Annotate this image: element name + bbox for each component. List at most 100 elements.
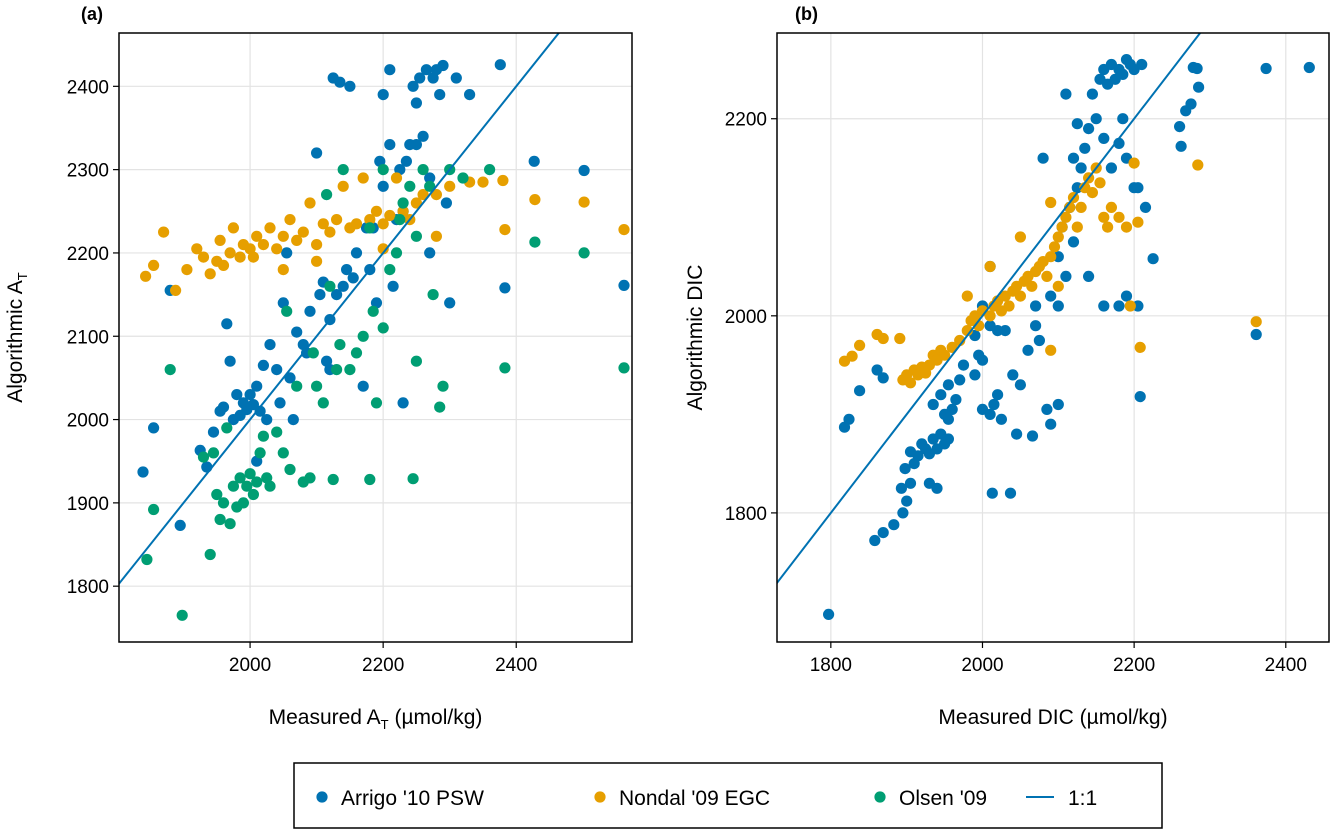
- data-point: [400, 155, 412, 167]
- data-point: [1250, 328, 1262, 341]
- data-point: [1007, 369, 1019, 381]
- data-point: [410, 355, 422, 367]
- data-point: [1026, 430, 1039, 442]
- data-point: [950, 394, 962, 406]
- data-point: [214, 234, 226, 246]
- data-point: [1086, 88, 1098, 100]
- x-tick-label: 2000: [961, 655, 1003, 676]
- data-point: [854, 339, 866, 351]
- data-point: [414, 72, 426, 84]
- data-point: [291, 234, 303, 246]
- data-point: [370, 297, 383, 309]
- data-point: [357, 380, 369, 392]
- legend-item-line: 1:1: [1026, 787, 1097, 810]
- data-point: [148, 422, 160, 434]
- data-point: [347, 272, 359, 284]
- data-point: [1011, 428, 1023, 440]
- data-point: [370, 397, 383, 409]
- data-point: [1004, 487, 1017, 499]
- y-tick-label: 2000: [725, 307, 767, 328]
- y-axis-label-subscript: T: [15, 272, 30, 280]
- data-point: [1067, 236, 1080, 248]
- data-point: [370, 205, 383, 217]
- data-point: [1120, 290, 1133, 302]
- data-point: [331, 214, 343, 226]
- data-point: [284, 214, 296, 226]
- data-point: [1193, 81, 1205, 93]
- data-point: [1052, 300, 1064, 312]
- data-point: [284, 372, 296, 384]
- data-point: [954, 374, 966, 386]
- data-point: [304, 472, 316, 484]
- data-point: [499, 282, 511, 294]
- data-point: [257, 239, 269, 251]
- data-point: [314, 289, 326, 301]
- data-point: [214, 513, 226, 526]
- data-point: [287, 414, 299, 426]
- legend-label: Olsen '09: [899, 787, 987, 810]
- data-point: [247, 488, 259, 501]
- data-point: [271, 364, 283, 376]
- data-point: [337, 164, 349, 176]
- data-point: [211, 488, 223, 501]
- data-point: [201, 461, 213, 473]
- series-nondal: [140, 172, 630, 296]
- data-point: [158, 226, 170, 238]
- x-axis-label-unit: (µmol/kg): [389, 706, 483, 729]
- data-point: [1191, 62, 1203, 75]
- data-point: [384, 139, 396, 151]
- data-point: [823, 608, 835, 621]
- data-point: [244, 468, 256, 480]
- data-point: [317, 397, 329, 409]
- panel-a: 2000 2200 2400 1800 1900 2000 2100 2200 2300 2400…: [4, 4, 633, 732]
- data-point: [264, 480, 276, 492]
- data-point: [961, 290, 973, 302]
- data-point: [417, 189, 429, 201]
- data-point: [424, 172, 436, 184]
- data-point: [271, 243, 283, 255]
- data-point: [1134, 341, 1146, 353]
- data-point: [939, 349, 951, 361]
- data-point: [221, 318, 233, 330]
- data-point: [410, 230, 422, 242]
- data-point: [237, 497, 249, 509]
- data-point: [935, 389, 947, 401]
- data-point: [311, 239, 323, 251]
- data-point: [334, 339, 346, 351]
- data-point: [337, 280, 349, 292]
- data-point: [1192, 159, 1204, 171]
- data-point: [327, 473, 339, 486]
- data-point: [1003, 300, 1015, 312]
- data-point: [984, 408, 996, 420]
- data-point: [1174, 121, 1186, 133]
- data-point: [174, 519, 186, 532]
- data-point: [1132, 216, 1144, 228]
- data-point: [331, 289, 343, 301]
- x-axis-label-main: Measured A: [269, 706, 381, 729]
- data-point: [357, 330, 369, 342]
- data-point: [264, 339, 276, 351]
- data-point: [984, 260, 996, 273]
- data-point: [1117, 113, 1129, 125]
- data-point: [1041, 270, 1053, 282]
- data-point: [1052, 280, 1064, 292]
- panel-label: (a): [81, 4, 103, 24]
- data-point: [1041, 403, 1053, 415]
- data-point: [247, 251, 259, 263]
- y-tick-label: 2100: [67, 327, 109, 348]
- data-point: [261, 414, 273, 426]
- data-point: [444, 297, 456, 309]
- data-point: [420, 64, 432, 76]
- legend-marker: [594, 791, 606, 803]
- data-point: [901, 495, 913, 507]
- data-point: [1105, 201, 1117, 213]
- data-point: [1014, 231, 1026, 243]
- data-point: [1075, 201, 1087, 213]
- data-point: [367, 305, 379, 317]
- data-point: [912, 450, 924, 462]
- data-point: [257, 359, 269, 371]
- y-tick-label: 1800: [67, 577, 109, 598]
- data-point: [1083, 270, 1095, 282]
- y-axis-label: Algorithmic AT: [4, 272, 30, 403]
